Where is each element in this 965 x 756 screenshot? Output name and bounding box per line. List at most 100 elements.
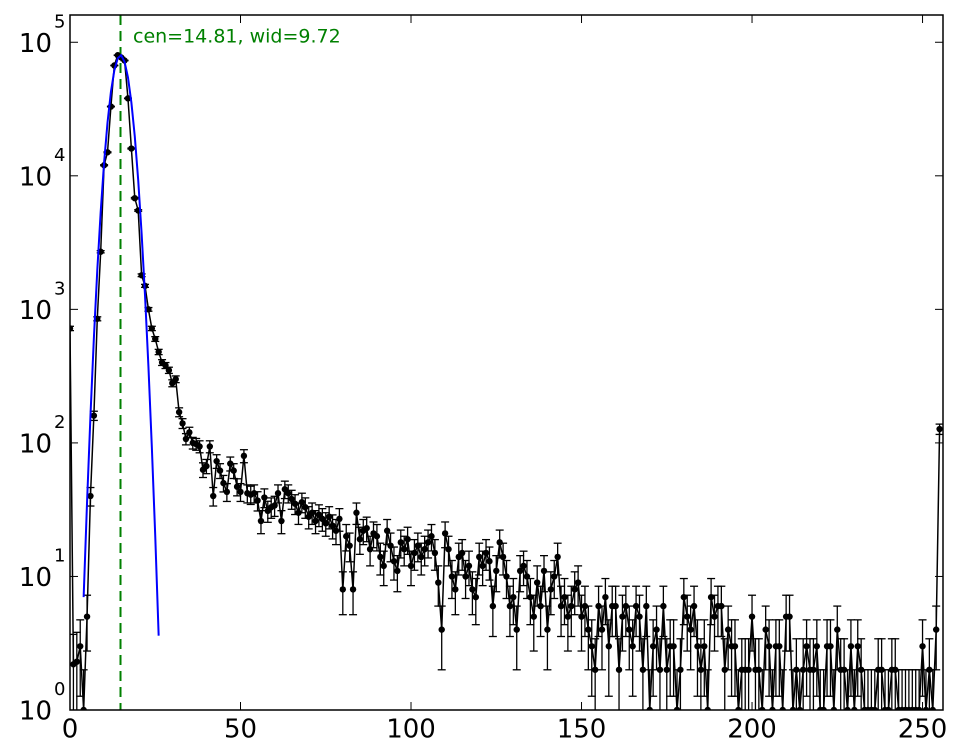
- data-point: [847, 643, 855, 650]
- data-point: [349, 586, 357, 593]
- data-point: [540, 567, 548, 575]
- series-line: [82, 53, 160, 636]
- data-point: [663, 666, 670, 673]
- data-point: [394, 567, 401, 575]
- data-point: [472, 593, 480, 601]
- data-point: [418, 553, 425, 561]
- data-point: [339, 586, 347, 593]
- y-tick-exponent: 3: [54, 278, 65, 299]
- data-point: [377, 553, 384, 561]
- data-point: [718, 602, 725, 610]
- data-point: [83, 613, 91, 620]
- data-point: [486, 558, 493, 565]
- data-point: [179, 420, 186, 427]
- data-point: [820, 706, 827, 710]
- data-point: [530, 613, 537, 620]
- data-point: [932, 626, 940, 633]
- data-point: [503, 573, 510, 580]
- data-point: [759, 706, 766, 710]
- y-tick-label: 10: [19, 162, 52, 192]
- y-tick-label: 10: [19, 429, 52, 459]
- data-point: [203, 462, 210, 470]
- data-point: [73, 658, 81, 665]
- data-point: [77, 643, 84, 650]
- data-point: [684, 613, 691, 620]
- data-point: [731, 643, 739, 650]
- data-point: [223, 488, 231, 496]
- data-point: [458, 549, 466, 557]
- data-point: [261, 494, 268, 501]
- data-point: [585, 626, 592, 633]
- data-point: [356, 536, 364, 543]
- data-point: [799, 666, 807, 673]
- data-point: [240, 452, 248, 460]
- data-point: [786, 613, 793, 620]
- data-point: [131, 194, 138, 202]
- data-point: [165, 367, 173, 374]
- data-point: [493, 567, 500, 575]
- data-point: [639, 666, 647, 673]
- data-point: [615, 666, 623, 673]
- data-point: [598, 626, 606, 633]
- y-tick-label: 10: [19, 697, 52, 727]
- data-point: [711, 613, 718, 620]
- data-point: [414, 542, 422, 549]
- data-point: [564, 613, 572, 620]
- data-point: [380, 562, 387, 570]
- data-point: [602, 593, 609, 601]
- data-point: [547, 586, 555, 593]
- data-point: [704, 706, 711, 710]
- y-tick-exponent: 5: [54, 11, 65, 32]
- data-point: [298, 498, 306, 506]
- data-point: [465, 562, 473, 570]
- data-point: [537, 602, 544, 610]
- data-point: [697, 666, 705, 673]
- data-point: [400, 545, 408, 553]
- data-point: [636, 613, 643, 620]
- data-point: [871, 706, 878, 710]
- data-point: [404, 536, 411, 543]
- y-tick-exponent: 0: [54, 679, 65, 700]
- data-point: [438, 626, 445, 633]
- annotation: cen=14.81, wid=9.72: [133, 26, 341, 48]
- y-tick-label: 10: [19, 296, 52, 326]
- data-point: [213, 457, 220, 465]
- data-point: [612, 602, 619, 610]
- data-point: [513, 626, 520, 633]
- data-point: [929, 706, 936, 710]
- data-point: [172, 375, 179, 383]
- data-point: [366, 545, 374, 553]
- y-tick-exponent: 4: [54, 145, 65, 166]
- data-point: [626, 626, 633, 633]
- data-point: [724, 626, 732, 633]
- data-point: [578, 613, 585, 620]
- data-point: [769, 706, 776, 710]
- data-point: [424, 539, 432, 546]
- data-point: [516, 567, 524, 575]
- data-point: [233, 483, 241, 490]
- data-point: [677, 666, 684, 673]
- data-point: [776, 643, 783, 650]
- x-tick-label: 250: [898, 715, 948, 745]
- x-tick-label: 150: [557, 715, 607, 745]
- data-point: [499, 553, 507, 561]
- data-point: [312, 517, 319, 525]
- data-point: [421, 545, 428, 553]
- data-point: [510, 593, 517, 601]
- data-point: [506, 602, 514, 610]
- data-point: [322, 520, 329, 527]
- data-point: [206, 443, 214, 450]
- data-point: [271, 502, 278, 509]
- data-point: [373, 533, 381, 540]
- data-point: [591, 666, 599, 673]
- data-point: [148, 325, 156, 332]
- data-point: [353, 509, 360, 516]
- data-point: [428, 533, 435, 540]
- data-point: [629, 643, 636, 650]
- data-point: [462, 573, 469, 580]
- data-point: [660, 602, 667, 610]
- data-point: [346, 542, 353, 549]
- data-point: [288, 495, 295, 503]
- data-point: [649, 643, 657, 650]
